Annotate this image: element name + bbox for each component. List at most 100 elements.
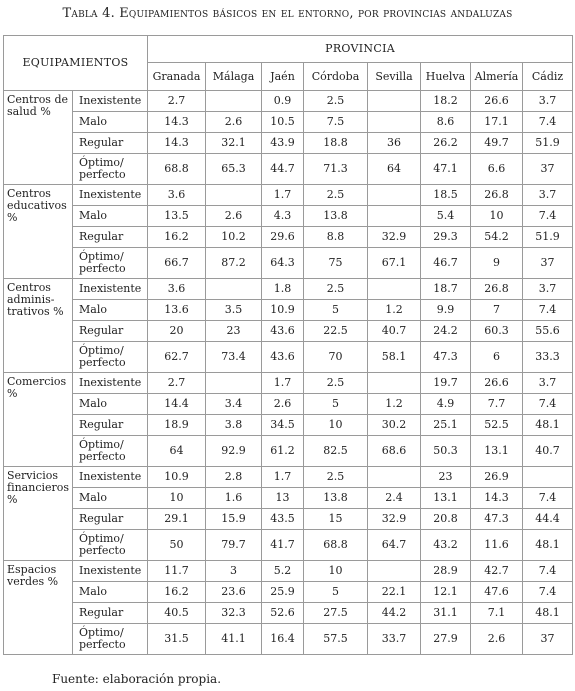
value-cell: 16.4 xyxy=(261,623,304,655)
value-cell: 10 xyxy=(470,205,523,227)
value-cell: 40.7 xyxy=(367,320,421,342)
condition-label: Inexistente xyxy=(72,278,148,300)
condition-label: Malo xyxy=(72,487,148,509)
table-row: Comercios % Inexistente 2.7 1.7 2.5 19.7 26.6 3… xyxy=(3,372,574,467)
value-cell: 32.9 xyxy=(367,508,421,530)
value-cell: 18.2 xyxy=(420,90,471,112)
value-cell: 5 xyxy=(303,393,368,415)
condition-label: Regular xyxy=(72,132,148,154)
value-cell: 31.1 xyxy=(420,602,471,624)
column-header: Málaga xyxy=(205,62,262,91)
value-cell: 25.9 xyxy=(261,581,304,603)
value-cell: 7 xyxy=(470,299,523,321)
value-cell: 27.9 xyxy=(420,623,471,655)
value-cell: 2.5 xyxy=(303,90,368,112)
value-cell: 43.6 xyxy=(261,320,304,342)
table-row: Servicios financieros % Inexistente 10.9 2.… xyxy=(3,466,574,561)
condition-label: Regular xyxy=(72,508,148,530)
value-cell: 4.9 xyxy=(420,393,471,415)
value-cell: 48.1 xyxy=(521,529,574,561)
value-cell: 2.6 xyxy=(205,205,262,227)
column-header: Granada xyxy=(147,62,206,91)
empty-cell xyxy=(205,184,262,206)
value-cell: 15 xyxy=(303,508,368,530)
empty-cell xyxy=(205,90,262,112)
value-cell: 67.1 xyxy=(367,247,421,279)
table-title: Tabla 4. Equipamientos básicos en el ent… xyxy=(62,6,513,21)
value-cell: 68.6 xyxy=(367,435,421,467)
value-cell: 33.3 xyxy=(521,341,574,373)
table-row: Óptimo/ perfecto 62.7 73.4 43.6 70 58.1 47.3 6 3… xyxy=(4,341,574,373)
empty-cell xyxy=(367,560,421,582)
value-cell: 75 xyxy=(303,247,368,279)
value-cell: 2.5 xyxy=(303,184,368,206)
value-cell: 51.9 xyxy=(521,226,574,248)
value-cell: 62.7 xyxy=(147,341,206,373)
condition-label: Regular xyxy=(72,320,148,342)
value-cell: 47.3 xyxy=(470,508,523,530)
value-cell: 16.2 xyxy=(147,581,206,603)
value-cell: 7.4 xyxy=(521,299,574,321)
value-cell: 26.2 xyxy=(420,132,471,154)
value-cell: 3.7 xyxy=(521,372,574,394)
value-cell: 70 xyxy=(303,341,368,373)
value-cell: 65.3 xyxy=(205,153,262,185)
value-cell: 23 xyxy=(205,320,262,342)
value-cell: 29.6 xyxy=(261,226,304,248)
empty-cell xyxy=(367,466,421,488)
source-note: Fuente: elaboración propia. xyxy=(52,672,222,686)
value-cell: 50 xyxy=(147,529,206,561)
value-cell: 6.6 xyxy=(470,153,523,185)
value-cell: 92.9 xyxy=(205,435,262,467)
value-cell: 13.8 xyxy=(303,487,368,509)
table-row: Regular 18.9 3.8 34.5 10 30.2 25.1 52.5 48.1 xyxy=(4,414,574,436)
value-cell: 15.9 xyxy=(205,508,262,530)
value-cell: 47.6 xyxy=(470,581,523,603)
empty-cell xyxy=(205,278,262,300)
value-cell: 24.2 xyxy=(420,320,471,342)
value-cell: 51.9 xyxy=(521,132,574,154)
value-cell: 7.4 xyxy=(521,111,574,133)
group-label: Servicios financieros % xyxy=(3,466,73,561)
value-cell: 5 xyxy=(303,299,368,321)
value-cell: 44.4 xyxy=(521,508,574,530)
data-table: EQUIPAMIENTOS PROVINCIA Granada Málaga Jaé… xyxy=(3,35,574,655)
condition-label: Malo xyxy=(72,111,148,133)
value-cell: 64 xyxy=(147,435,206,467)
value-cell: 60.3 xyxy=(470,320,523,342)
table-row: Espacios verdes % Inexistente 11.7 3 5.2 10 28… xyxy=(3,560,574,655)
value-cell: 16.2 xyxy=(147,226,206,248)
value-cell: 13 xyxy=(261,487,304,509)
value-cell: 41.7 xyxy=(261,529,304,561)
value-cell: 46.7 xyxy=(420,247,471,279)
value-cell: 10.2 xyxy=(205,226,262,248)
value-cell: 7.7 xyxy=(470,393,523,415)
empty-cell xyxy=(205,372,262,394)
value-cell: 27.5 xyxy=(303,602,368,624)
value-cell: 3.7 xyxy=(521,278,574,300)
value-cell: 61.2 xyxy=(261,435,304,467)
value-cell: 43.9 xyxy=(261,132,304,154)
value-cell: 19.7 xyxy=(420,372,471,394)
row-header: EQUIPAMIENTOS xyxy=(3,35,148,91)
value-cell: 44.7 xyxy=(261,153,304,185)
group-label: Centros adminis- trativos % xyxy=(3,278,73,373)
value-cell: 26.6 xyxy=(470,90,523,112)
value-cell: 31.5 xyxy=(147,623,206,655)
value-cell: 14.4 xyxy=(147,393,206,415)
value-cell: 10 xyxy=(147,487,206,509)
value-cell: 14.3 xyxy=(147,111,206,133)
value-cell: 26.6 xyxy=(470,372,523,394)
group-label: Comercios % xyxy=(3,372,73,467)
value-cell: 43.6 xyxy=(261,341,304,373)
value-cell: 13.1 xyxy=(420,487,471,509)
empty-cell xyxy=(367,372,421,394)
condition-label: Malo xyxy=(72,393,148,415)
value-cell: 32.1 xyxy=(205,132,262,154)
value-cell: 42.7 xyxy=(470,560,523,582)
value-cell: 10 xyxy=(303,560,368,582)
value-cell: 18.5 xyxy=(420,184,471,206)
value-cell: 66.7 xyxy=(147,247,206,279)
value-cell: 18.8 xyxy=(303,132,368,154)
